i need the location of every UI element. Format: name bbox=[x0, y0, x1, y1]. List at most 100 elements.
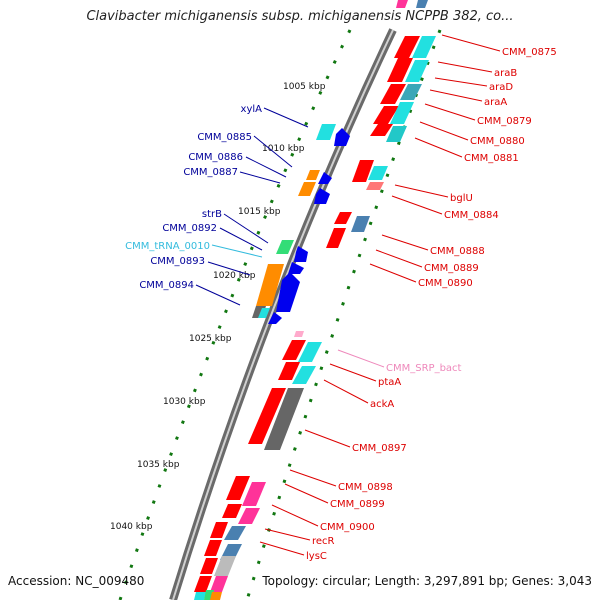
gene-label-bglu[interactable]: bglU bbox=[450, 193, 473, 204]
gene-feature bbox=[292, 366, 316, 384]
gene-feature bbox=[306, 170, 320, 180]
map-title: Clavibacter michiganensis subsp. michiga… bbox=[86, 9, 514, 24]
gene-feature bbox=[282, 340, 306, 360]
gene-label-cmm-0897[interactable]: CMM_0897 bbox=[352, 443, 407, 454]
tick-label: 1005 kbp bbox=[283, 82, 326, 92]
gene-label-arad[interactable]: araD bbox=[489, 82, 513, 93]
gene-feature bbox=[298, 182, 316, 196]
outer-tick-ring bbox=[118, 29, 352, 600]
gene-feature bbox=[224, 526, 246, 540]
gene-feature bbox=[264, 388, 304, 450]
gene-feature bbox=[238, 508, 260, 524]
tick-label: 1035 kbp bbox=[137, 460, 180, 470]
gene-feature bbox=[214, 556, 236, 576]
gene-label-recr[interactable]: recR bbox=[312, 536, 335, 547]
gene-feature bbox=[298, 342, 322, 362]
gene-label-acka[interactable]: ackA bbox=[370, 399, 394, 410]
gene-feature bbox=[204, 540, 222, 556]
gene-label-cmm-srp-bact[interactable]: CMM_SRP_bact bbox=[386, 363, 462, 374]
gene-feature bbox=[258, 308, 270, 318]
gene-feature bbox=[276, 240, 294, 254]
gene-label-cmm-0881[interactable]: CMM_0881 bbox=[464, 153, 519, 164]
gene-label-arab[interactable]: araB bbox=[494, 68, 517, 79]
gene-feature bbox=[318, 172, 332, 184]
gene-label-cmm-0879[interactable]: CMM_0879 bbox=[477, 116, 532, 127]
gene-feature bbox=[416, 0, 428, 8]
gene-label-cmm-0894[interactable]: CMM_0894 bbox=[139, 280, 194, 291]
gene-label-cmm-0887[interactable]: CMM_0887 bbox=[183, 167, 238, 178]
gene-feature bbox=[380, 84, 406, 104]
gene-feature bbox=[194, 592, 206, 600]
gene-label-cmm-0889[interactable]: CMM_0889 bbox=[424, 263, 479, 274]
gene-label-cmm-trna-0010[interactable]: CMM_tRNA_0010 bbox=[125, 241, 210, 252]
tick-label: 1025 kbp bbox=[189, 334, 232, 344]
gene-feature bbox=[326, 228, 346, 248]
gene-label-cmm-0898[interactable]: CMM_0898 bbox=[338, 482, 393, 493]
gene-label-cmm-0884[interactable]: CMM_0884 bbox=[444, 210, 499, 221]
gene-label-xyla[interactable]: xylA bbox=[241, 104, 263, 115]
gene-feature bbox=[352, 160, 374, 182]
gene-label-cmm-0893[interactable]: CMM_0893 bbox=[150, 256, 205, 267]
gene-feature bbox=[194, 576, 212, 592]
gene-label-cmm-0886[interactable]: CMM_0886 bbox=[188, 152, 243, 163]
gene-feature bbox=[314, 188, 330, 204]
gene-feature bbox=[400, 84, 422, 100]
gene-feature bbox=[368, 166, 388, 180]
tick-label: 1015 kbp bbox=[238, 207, 281, 217]
tick-label: 1030 kbp bbox=[163, 397, 206, 407]
gene-feature bbox=[316, 124, 336, 140]
gene-label-cmm-0890[interactable]: CMM_0890 bbox=[418, 278, 473, 289]
gene-label-cmm-0880[interactable]: CMM_0880 bbox=[470, 136, 525, 147]
backbone-highlight bbox=[172, 29, 394, 600]
gene-feature bbox=[405, 60, 429, 82]
gene-label-araa[interactable]: araA bbox=[484, 97, 507, 108]
gene-label-lysc[interactable]: lysC bbox=[306, 551, 327, 562]
gene-feature bbox=[210, 576, 228, 592]
gene-feature bbox=[278, 362, 300, 380]
gene-label-strb[interactable]: strB bbox=[202, 209, 222, 220]
gene-label-ptaa[interactable]: ptaA bbox=[378, 377, 401, 388]
tick-label: 1040 kbp bbox=[110, 522, 153, 532]
leader-line-srp bbox=[337, 349, 385, 368]
gene-feature bbox=[387, 58, 413, 82]
gene-feature bbox=[288, 262, 304, 274]
gene-feature bbox=[394, 36, 420, 58]
gene-feature bbox=[294, 331, 304, 337]
gene-label-cmm-0892[interactable]: CMM_0892 bbox=[162, 223, 217, 234]
leader-lines-left bbox=[195, 107, 309, 306]
gene-feature bbox=[256, 264, 284, 306]
gene-feature bbox=[210, 522, 228, 538]
gene-feature bbox=[248, 388, 286, 444]
gene-label-cmm-0888[interactable]: CMM_0888 bbox=[430, 246, 485, 257]
gene-feature bbox=[210, 592, 222, 600]
gene-feature bbox=[222, 504, 242, 518]
tick-label: 1010 kbp bbox=[262, 144, 305, 154]
tick-label: 1020 kbp bbox=[213, 271, 256, 281]
gene-feature bbox=[351, 216, 370, 232]
gene-label-cmm-0899[interactable]: CMM_0899 bbox=[330, 499, 385, 510]
gene-feature bbox=[386, 126, 407, 142]
gene-feature bbox=[200, 558, 218, 574]
accession-label: Accession: NC_009480 bbox=[8, 574, 145, 588]
gene-feature bbox=[370, 124, 393, 136]
gene-feature bbox=[334, 128, 350, 146]
gene-feature bbox=[268, 312, 282, 324]
gene-feature bbox=[396, 0, 408, 8]
gene-label-cmm-0885[interactable]: CMM_0885 bbox=[197, 132, 252, 143]
leader-lines-right bbox=[259, 34, 501, 556]
gene-feature bbox=[226, 476, 250, 500]
gene-feature bbox=[334, 212, 352, 224]
gene-feature bbox=[242, 482, 266, 506]
gene-feature bbox=[276, 272, 300, 312]
gene-label-cmm-0875[interactable]: CMM_0875 bbox=[502, 47, 557, 58]
gene-feature bbox=[412, 36, 436, 58]
topology-label: Topology: circular; Length: 3,297,891 bp… bbox=[262, 574, 592, 588]
gene-feature bbox=[373, 106, 399, 124]
leader-line-trna bbox=[211, 244, 263, 258]
gene-label-cmm-0900[interactable]: CMM_0900 bbox=[320, 522, 375, 533]
gene-feature bbox=[366, 182, 384, 190]
backbone-outline bbox=[169, 28, 397, 600]
gene-feature bbox=[294, 246, 308, 262]
